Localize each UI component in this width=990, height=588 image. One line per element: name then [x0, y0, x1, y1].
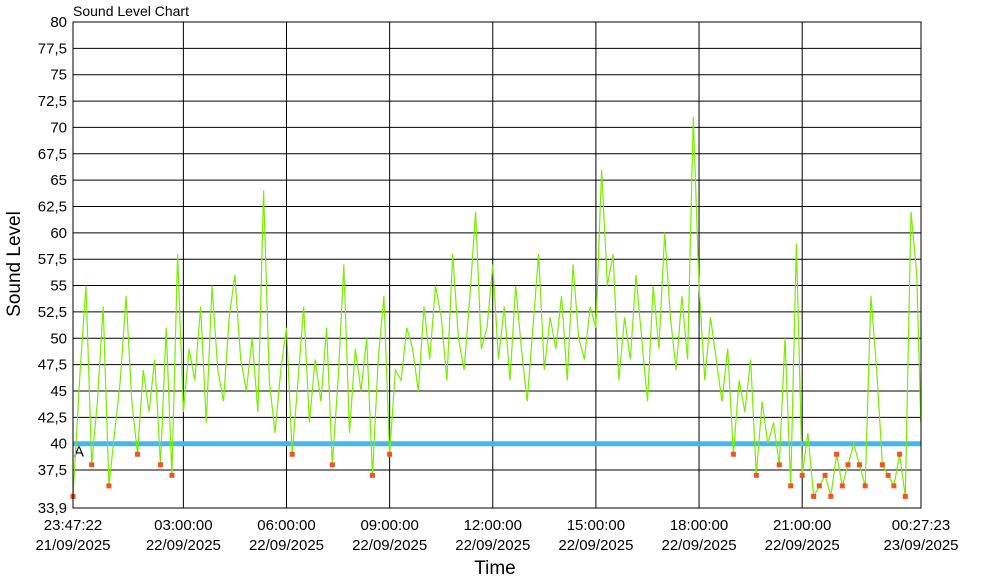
below-threshold-point: [799, 472, 805, 478]
below-threshold-point: [816, 483, 822, 489]
x-tick-time: 21:00:00: [773, 517, 831, 534]
y-tick-label: 52,5: [38, 304, 67, 321]
below-threshold-point: [839, 483, 845, 489]
chart-title: Sound Level Chart: [73, 3, 189, 19]
x-tick-labels: 23:47:22 21/09/2025 03:00:00 22/09/2025 06:0…: [35, 517, 958, 554]
y-tick-label: 60: [50, 225, 67, 242]
x-tick-date: 22/09/2025: [765, 537, 840, 554]
below-threshold-point: [897, 451, 903, 457]
y-tick-label: 45: [50, 383, 67, 400]
y-tick-label: 42,5: [38, 409, 67, 426]
x-axis-label: Time: [474, 558, 516, 579]
x-tick-date: 22/09/2025: [558, 537, 633, 554]
x-tick-time: 15:00:00: [567, 517, 625, 534]
y-tick-label: 57,5: [38, 251, 67, 268]
below-threshold-point: [169, 472, 175, 478]
below-threshold-point: [822, 472, 828, 478]
below-threshold-point: [753, 472, 759, 478]
y-tick-label: 40: [50, 436, 67, 453]
below-threshold-point: [862, 483, 868, 489]
x-tick-time: 03:00:00: [154, 517, 212, 534]
below-threshold-markers: [70, 451, 908, 499]
below-threshold-point: [788, 483, 794, 489]
below-threshold-point: [845, 462, 851, 468]
below-threshold-point: [106, 483, 112, 489]
y-tick-label: 75: [50, 67, 67, 84]
y-tick-labels: 80 77,5 75 72,5 70 67,5 65 62,5 60 57,5 55 52,5 50 47…: [38, 14, 67, 517]
below-threshold-point: [811, 493, 817, 499]
y-tick-label: 62,5: [38, 198, 67, 215]
below-threshold-point: [387, 451, 393, 457]
below-threshold-point: [157, 462, 163, 468]
below-threshold-point: [730, 451, 736, 457]
y-tick-label: 55: [50, 278, 67, 295]
y-axis-label: Sound Level: [4, 211, 25, 317]
below-threshold-point: [329, 462, 335, 468]
plot-frame: [72, 21, 922, 509]
y-tick-label: 72,5: [38, 93, 67, 110]
y-tick-label: 33,9: [38, 500, 67, 517]
below-threshold-point: [834, 451, 840, 457]
below-threshold-point: [902, 493, 908, 499]
threshold-marker-label: A: [74, 444, 84, 461]
x-tick-date: 22/09/2025: [662, 537, 737, 554]
y-tick-label: 50: [50, 330, 67, 347]
y-tick-label: 67,5: [38, 146, 67, 163]
y-tick-label: 37,5: [38, 462, 67, 479]
y-tick-label: 77,5: [38, 40, 67, 57]
x-tick-date: 22/09/2025: [249, 537, 324, 554]
below-threshold-point: [369, 472, 375, 478]
x-tick-date: 22/09/2025: [455, 537, 530, 554]
below-threshold-point: [891, 483, 897, 489]
below-threshold-point: [289, 451, 295, 457]
x-tick-time: 12:00:00: [464, 517, 522, 534]
below-threshold-point: [879, 462, 885, 468]
x-tick-time: 09:00:00: [360, 517, 418, 534]
below-threshold-point: [856, 462, 862, 468]
y-tick-label: 80: [50, 14, 67, 31]
y-tick-label: 70: [50, 119, 67, 136]
below-threshold-point: [89, 462, 95, 468]
x-tick-date: 23/09/2025: [883, 537, 958, 554]
x-tick-date: 22/09/2025: [146, 537, 221, 554]
threshold-group: A: [73, 441, 921, 461]
below-threshold-point: [135, 451, 141, 457]
x-tick-time: 18:00:00: [670, 517, 728, 534]
y-tick-label: 65: [50, 172, 67, 189]
x-tick-time: 00:27:23: [892, 517, 950, 534]
below-threshold-point: [776, 462, 782, 468]
below-threshold-point: [828, 493, 834, 499]
x-tick-time: 06:00:00: [257, 517, 315, 534]
grid-lines: [73, 21, 921, 509]
x-tick-time: 23:47:22: [44, 517, 102, 534]
sound-level-series-line: [72, 116, 922, 499]
x-tick-date: 22/09/2025: [352, 537, 427, 554]
series-group: [72, 116, 922, 499]
x-tick-date: 21/09/2025: [35, 537, 110, 554]
y-tick-label: 47,5: [38, 357, 67, 374]
below-threshold-point: [885, 472, 891, 478]
